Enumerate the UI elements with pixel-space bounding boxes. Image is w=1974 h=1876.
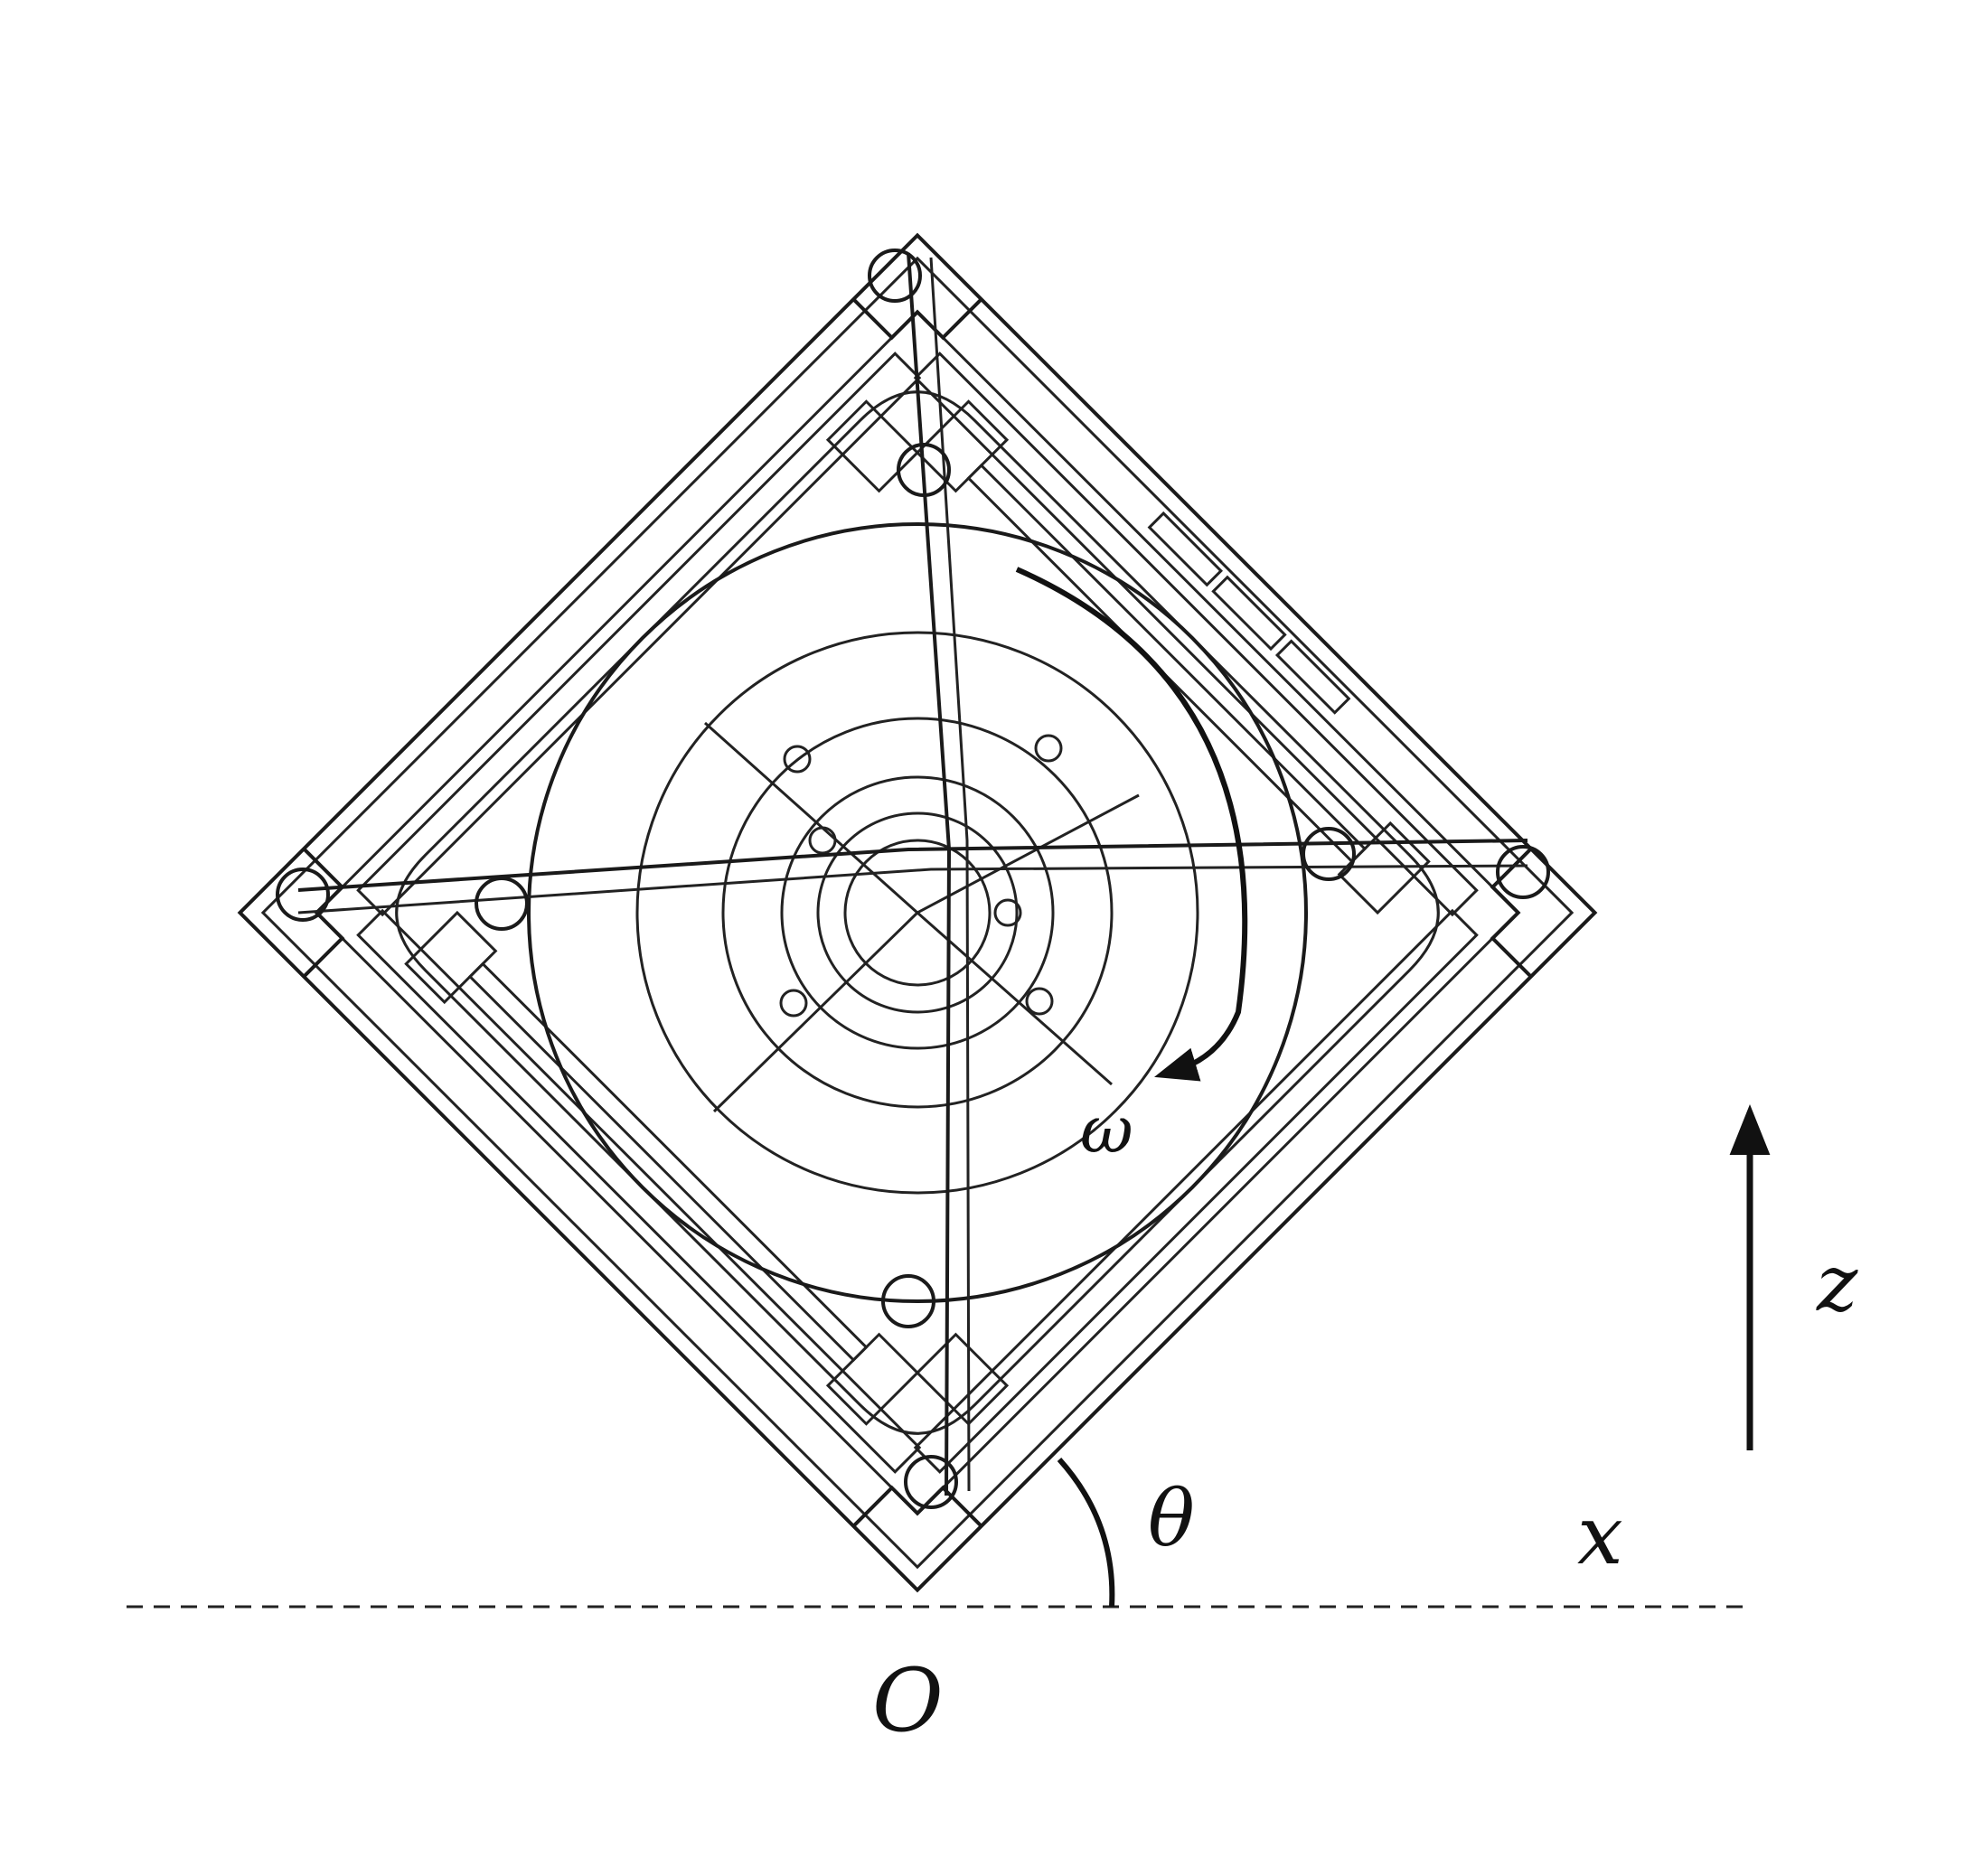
mount-hole-bottom [904,1455,958,1509]
theta-label: θ [1148,1474,1195,1564]
origin-label: O [872,1650,944,1751]
z-label: z [1816,1239,1858,1329]
flywheel [527,522,1308,1303]
omega-rotation-arrow [1015,567,1248,1082]
circuit-board [1147,511,1351,715]
mount-hole-right-outer [1496,845,1550,899]
cube-outer-frame [237,232,1598,1593]
cross-brace [276,249,1550,1509]
corner-brackets [302,297,1533,1528]
mount-hole-top [868,249,922,303]
x-label: x [1577,1488,1623,1583]
mount-hole-right-inner [1302,827,1356,881]
support-plate [395,390,1440,1435]
mount-hole-lower [881,1274,935,1328]
mount-hole-left-inner [475,877,529,931]
omega-label: ω [1080,1092,1133,1168]
cube-body [237,232,1598,1593]
mount-hole-left-outer [276,868,330,922]
mount-hole-upper [897,443,951,497]
side-rails [356,352,1479,1474]
theta-arc [1057,1457,1115,1608]
